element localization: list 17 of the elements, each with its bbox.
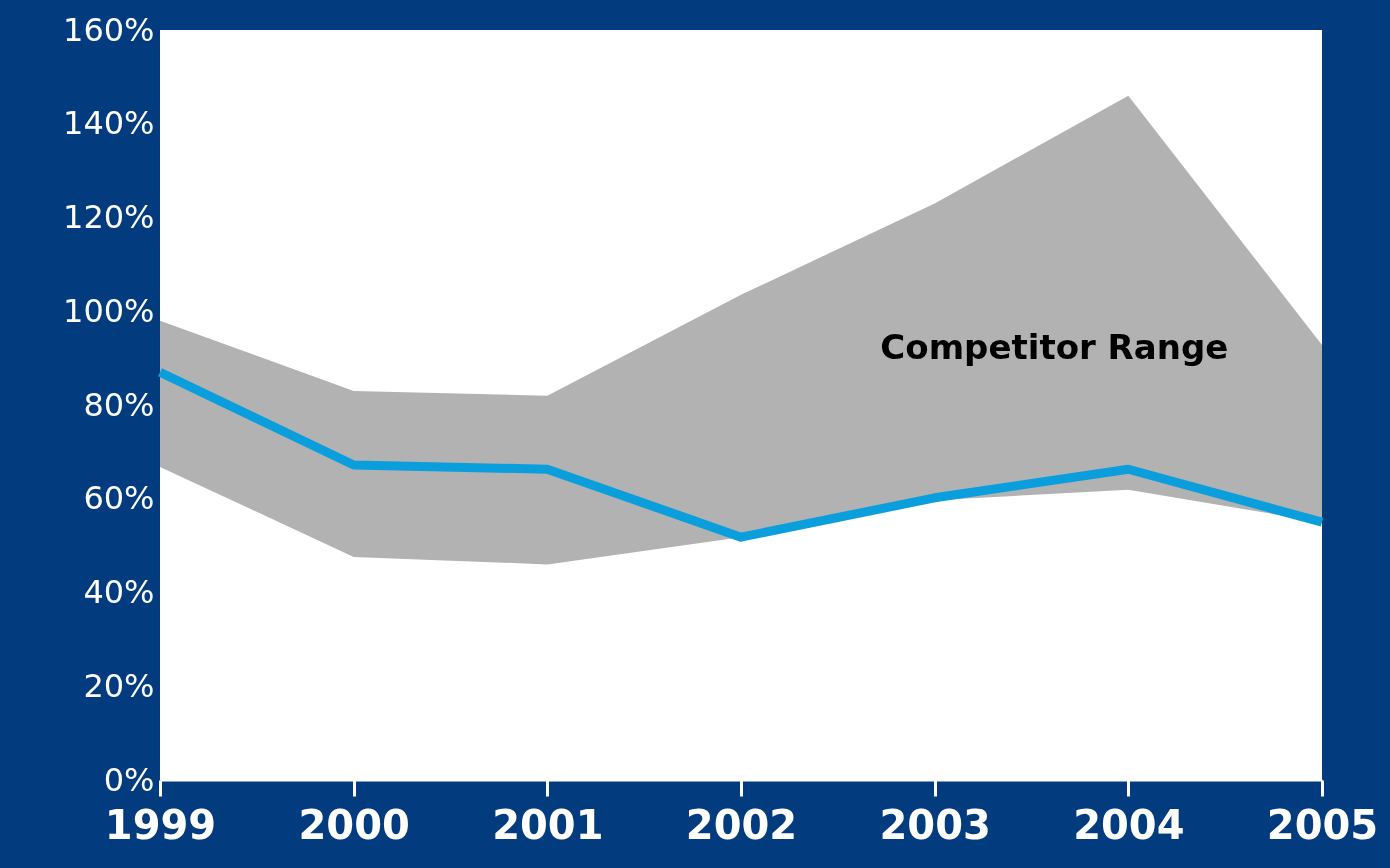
y-tick-label: 60%	[83, 479, 155, 518]
x-tick-label: 2000	[298, 801, 410, 848]
x-tick-label: 2001	[492, 801, 604, 848]
x-tick-label: 2003	[879, 801, 991, 848]
x-tick-label: 2004	[1073, 801, 1185, 848]
y-tick-label: 120%	[63, 198, 155, 236]
y-tick-label: 100%	[63, 291, 155, 330]
y-tick-label: 160%	[63, 10, 155, 49]
x-tick-label: 2005	[1266, 801, 1379, 848]
annotation: Competitor Range	[880, 326, 1229, 367]
y-tick-label: 80%	[83, 385, 155, 424]
x-tick-label: 1999	[104, 801, 217, 848]
y-tick-label: 140%	[63, 104, 155, 143]
y-tick-label: 20%	[83, 666, 155, 705]
y-tick-label: 40%	[83, 573, 155, 611]
x-tick-label: 2002	[685, 801, 798, 848]
y-tick-label: 0%	[103, 760, 155, 799]
